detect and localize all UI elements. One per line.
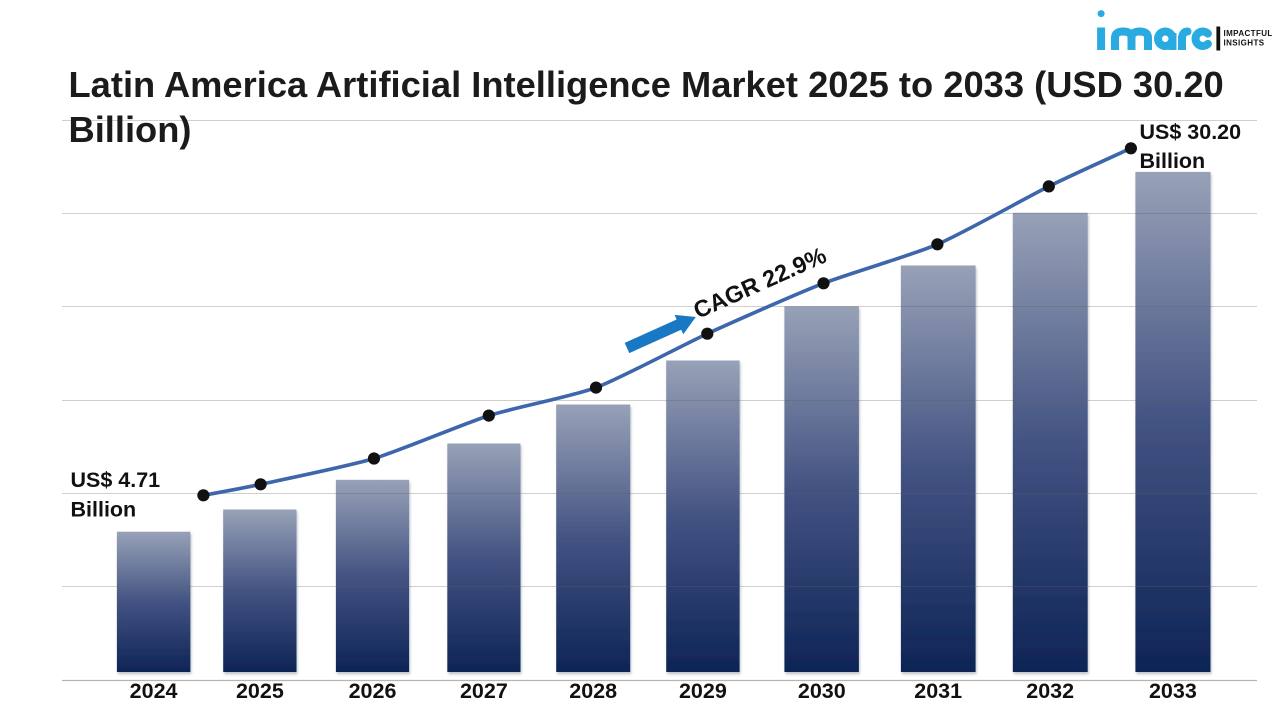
svg-text:2024: 2024	[130, 679, 178, 703]
svg-text:IMPACTFUL: IMPACTFUL	[1224, 29, 1273, 38]
svg-text:2033: 2033	[1149, 679, 1197, 703]
svg-text:Billion: Billion	[1140, 149, 1206, 173]
svg-text:Billion: Billion	[71, 497, 137, 521]
svg-text:Billion): Billion)	[69, 109, 192, 150]
svg-text:US$ 30.20: US$ 30.20	[1140, 120, 1242, 144]
svg-text:2032: 2032	[1026, 679, 1074, 703]
svg-text:2026: 2026	[349, 679, 397, 703]
svg-text:2027: 2027	[460, 679, 508, 703]
svg-text:2028: 2028	[569, 679, 617, 703]
svg-text:2031: 2031	[914, 679, 962, 703]
svg-text:2025: 2025	[236, 679, 284, 703]
svg-text:2029: 2029	[679, 679, 727, 703]
svg-text:INSIGHTS: INSIGHTS	[1224, 39, 1265, 48]
svg-text:Latin America Artificial Intel: Latin America Artificial Intelligence Ma…	[69, 64, 1224, 105]
svg-text:US$ 4.71: US$ 4.71	[71, 468, 161, 492]
svg-text:2030: 2030	[798, 679, 846, 703]
